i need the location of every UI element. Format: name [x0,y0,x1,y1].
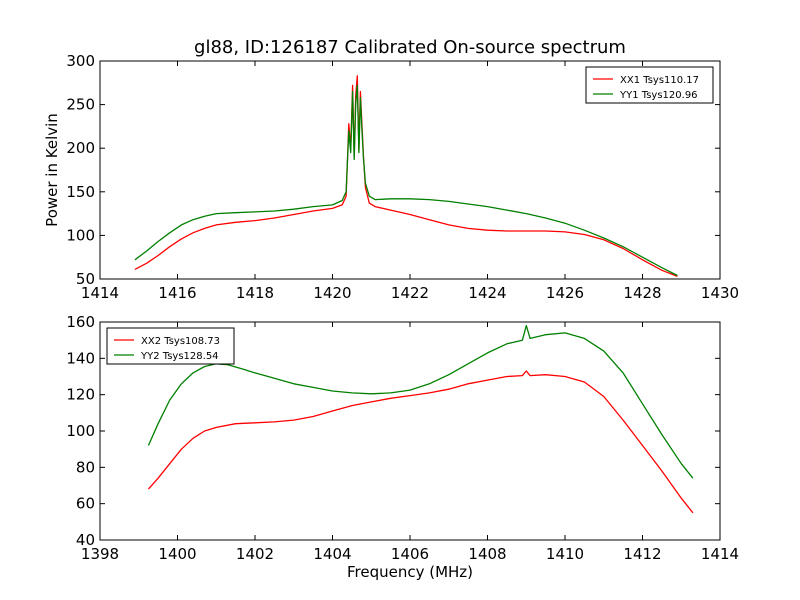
y-tick-label: 50 [76,270,95,288]
legend-entry: XX2 Tsys108.73 [141,336,220,347]
top-spectrum-panel: 1414 1416 1418 1420 1422 1424 1426 1428 1430 50 10… [43,52,739,302]
y-tick-label: 140 [66,349,95,367]
y-axis-label: Power in Kelvin [43,113,61,227]
y-tick-label: 100 [66,226,95,244]
y-tick-label: 160 [66,313,95,331]
x-tick-label: 1412 [623,545,661,563]
y-tick-label: 300 [66,52,95,70]
legend-box [106,327,235,365]
x-tick-label: 1420 [313,284,351,302]
series-line-xx2 [147,370,694,514]
y-tick-label: 40 [76,531,95,549]
x-tick-label: 1416 [158,284,196,302]
y-tick-label: 120 [66,386,95,404]
x-tick-label: 1408 [468,545,506,563]
x-tick-label: 1426 [546,284,584,302]
x-tick-label: 1430 [701,284,739,302]
x-tick-label: 1414 [81,284,119,302]
x-tick-label: 1422 [391,284,429,302]
x-tick-label: 1410 [546,545,584,563]
legend-entry: YY1 Tsys120.96 [619,90,698,101]
legend-entry: XX1 Tsys110.17 [620,75,699,86]
y-tick-label: 150 [66,183,95,201]
x-tick-label: 1406 [391,545,429,563]
x-axis-label: Frequency (MHz) [347,563,473,581]
y-tick-label: 250 [66,96,95,114]
legend: XX1 Tsys110.17 YY1 Tsys120.96 [585,66,714,104]
y-tick-label: 100 [66,422,95,440]
legend-box [585,66,714,104]
x-tick-label: 1398 [81,545,119,563]
x-tick-label: 1424 [468,284,506,302]
series-line-yy1 [134,84,678,277]
x-tick-label: 1428 [623,284,661,302]
x-tick-label: 1400 [158,545,196,563]
legend-entry: YY2 Tsys128.54 [140,351,219,362]
y-tick-label: 60 [76,495,95,513]
x-tick-label: 1402 [236,545,274,563]
x-tick-label: 1404 [313,545,351,563]
legend: XX2 Tsys108.73 YY2 Tsys128.54 [106,327,235,365]
bottom-spectrum-panel: 1398 1400 1402 1404 1406 1408 1410 1412 1414 40 60… [66,313,739,581]
figure-title: gl88, ID:126187 Calibrated On-source spe… [194,37,626,58]
y-tick-label: 80 [76,458,95,476]
y-tick-label: 200 [66,139,95,157]
x-tick-label: 1418 [236,284,274,302]
series-line-yy2 [147,324,694,479]
x-tick-label: 1414 [701,545,739,563]
